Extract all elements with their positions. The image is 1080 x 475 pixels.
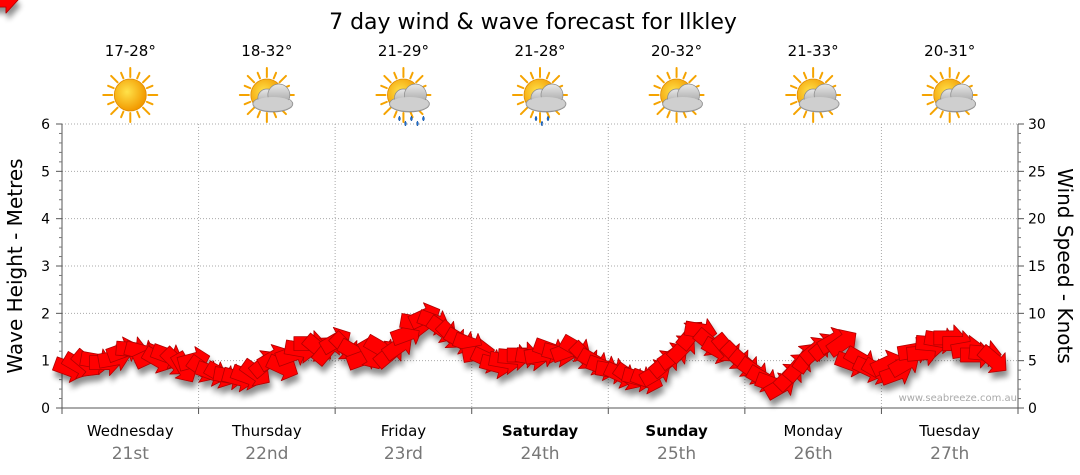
temp-range: 21-29° [378, 42, 429, 60]
y-right-tick-label: 0 [1028, 401, 1037, 417]
axes: 0 1 2 3 4 5 6 0 5 10 15 20 25 30 [41, 117, 1046, 417]
y-left-tick-label: 0 [41, 401, 50, 417]
temp-range: 21-33° [788, 42, 839, 60]
y-left-tick-label: 1 [41, 354, 50, 370]
wind-arrows [0, 0, 1007, 401]
y-right-tick-label: 15 [1028, 259, 1046, 275]
y-right-tick-label: 20 [1028, 212, 1046, 228]
day-name: Thursday [231, 422, 302, 440]
y-left-tick-label: 4 [41, 212, 50, 228]
y-axis-left-label: Wave Height - Metres [3, 158, 27, 373]
y-right-tick-label: 25 [1028, 164, 1046, 180]
y-right-tick-label: 10 [1028, 306, 1046, 322]
day-name: Monday [784, 422, 843, 440]
sun-cloud-icon [921, 67, 978, 123]
y-left-tick-label: 5 [41, 164, 50, 180]
chart-title: 7 day wind & wave forecast for Ilkley [329, 10, 737, 35]
day-date: 21st [112, 444, 149, 464]
y-right-tick-label: 30 [1028, 117, 1046, 133]
temp-range: 20-31° [924, 42, 975, 60]
day-name: Tuesday [918, 422, 980, 440]
grid [62, 123, 1018, 408]
sun-cloud-showers-icon [512, 67, 568, 127]
wind-arrow [825, 329, 857, 358]
temp-range: 17-28° [105, 42, 156, 60]
day-name: Sunday [645, 422, 708, 440]
sun-cloud-rain-icon [375, 67, 432, 127]
temp-range: 18-32° [241, 42, 292, 60]
day-name: Friday [381, 422, 427, 440]
temp-range: 21-28° [514, 42, 565, 60]
day-date: 27th [930, 444, 969, 464]
y-left-tick-label: 3 [41, 259, 50, 275]
daily-weather-header: 17-28° Wednesday 21st 18-32° Thursday 22nd 21-… [87, 42, 980, 464]
sun-cloud-icon [238, 67, 295, 123]
day-date: 25th [657, 444, 696, 464]
day-name: Saturday [502, 422, 579, 440]
day-date: 23rd [384, 444, 423, 464]
day-name: Wednesday [87, 422, 174, 440]
sun-icon [102, 67, 159, 123]
y-left-tick-label: 6 [41, 117, 50, 133]
temp-range: 20-32° [651, 42, 702, 60]
wind-arrow [0, 0, 19, 14]
y-left-tick-label: 2 [41, 306, 50, 322]
sun-cloud-icon [648, 67, 705, 123]
day-date: 26th [794, 444, 833, 464]
day-date: 22nd [245, 444, 288, 464]
wind-arrow [976, 344, 1007, 374]
y-right-tick-label: 5 [1028, 354, 1037, 370]
sun-cloud-icon [785, 67, 842, 123]
y-axis-right-label: Wind Speed - Knots [1053, 168, 1077, 364]
watermark: www.seabreeze.com.au [899, 393, 1017, 404]
day-date: 24th [520, 444, 559, 464]
